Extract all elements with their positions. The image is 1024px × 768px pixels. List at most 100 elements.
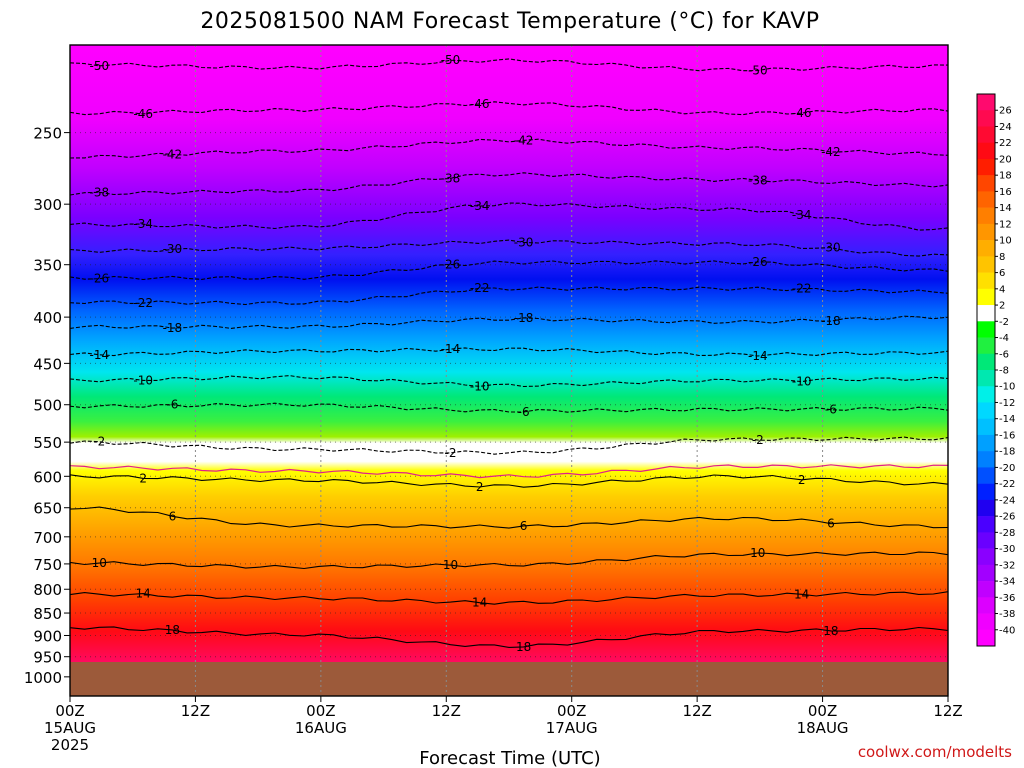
isotherm-label: -14	[89, 348, 109, 362]
isotherm-label: 14	[794, 587, 809, 601]
isotherm-label: -6	[518, 405, 530, 419]
colorbar-swatch	[977, 191, 995, 208]
colorbar-label: 20	[999, 154, 1012, 165]
isotherm-label: 10	[443, 558, 458, 572]
x-tick-label: 00Z	[808, 702, 837, 720]
isotherm-line	[69, 101, 949, 116]
colorbar-label: -38	[999, 609, 1015, 620]
colorbar-swatch	[977, 272, 995, 290]
isotherm-label: -50	[748, 64, 768, 78]
colorbar-label: 8	[999, 252, 1005, 263]
colorbar-label: 26	[999, 106, 1012, 117]
plot-area: -50 -50-50-46-46-46-42-42-42-38-38 -38-34-…	[69, 44, 949, 697]
pressure-axis: 250 300 350 400 450 500 550 600 650 700 750 800 850 9…	[24, 125, 70, 687]
isotherms: -50 -50-50-46-46-46-42-42-42-38-38 -38-34-…	[69, 53, 949, 654]
colorbar-swatch	[977, 499, 995, 517]
isotherm-label: -2	[752, 433, 764, 447]
isotherm-label: -6	[825, 403, 837, 417]
x-tick-label: 00Z	[306, 702, 335, 720]
isotherm-label: -2	[93, 435, 105, 449]
x-tick-label: 18AUG	[797, 719, 849, 737]
isotherm-label: -14	[441, 342, 461, 356]
isotherm-label: 2	[139, 471, 147, 485]
colorbar-label: -24	[999, 495, 1015, 506]
isotherm-label: -2	[445, 446, 457, 460]
colorbar-swatch	[977, 597, 995, 614]
temperature-field	[70, 45, 948, 662]
colorbar-swatch	[977, 142, 995, 160]
colorbar-label: -18	[999, 447, 1015, 458]
colorbar-swatch	[977, 256, 995, 273]
isotherm-label: 2	[798, 473, 806, 487]
credit-text: coolwx.com/modelts	[858, 743, 1012, 761]
x-tick-label: 17AUG	[546, 719, 598, 737]
y-tick-label: 250	[33, 125, 62, 143]
colorbar-swatch	[977, 223, 995, 241]
isotherm-label: -50	[89, 59, 109, 73]
colorbar-label: -2	[999, 317, 1009, 328]
colorbar-label: 10	[999, 236, 1012, 247]
colorbar-label: -40	[999, 625, 1015, 636]
colorbar-swatch	[977, 516, 995, 533]
colorbar-swatch	[977, 126, 995, 144]
vertical-gridlines	[194, 45, 824, 696]
isotherm-label: -26	[748, 255, 768, 269]
y-tick-label: 350	[33, 257, 62, 275]
y-tick-label: 850	[33, 605, 62, 623]
colorbar-swatch	[977, 240, 995, 257]
isotherm-label: 6	[827, 517, 835, 531]
isotherm-label: -10	[470, 379, 490, 393]
isotherm-label: -18	[514, 311, 534, 325]
colorbar-label: -36	[999, 593, 1015, 604]
x-tick-label: 2025	[51, 736, 89, 754]
isotherm-label: 14	[472, 596, 487, 610]
colorbar-swatch	[977, 288, 995, 306]
y-tick-label: 900	[33, 627, 62, 645]
isotherm-line	[69, 402, 949, 413]
isotherm-line	[69, 138, 949, 159]
colorbar-label: -16	[999, 430, 1015, 441]
colorbar-swatch	[977, 110, 995, 127]
plot-frame	[69, 44, 949, 697]
colorbar-swatch	[977, 532, 995, 549]
x-tick-label: 12Z	[181, 702, 210, 720]
colorbar-label: 2	[999, 301, 1005, 312]
isotherm-line	[69, 315, 949, 329]
isotherm-label: 14	[136, 587, 151, 601]
isotherm-label: -34	[470, 199, 490, 213]
x-tick-label: 12Z	[682, 702, 711, 720]
colorbar-swatch	[977, 564, 995, 582]
colorbar-label: -34	[999, 577, 1015, 588]
isotherm-line	[69, 626, 949, 648]
isotherm-label: -30	[821, 241, 841, 255]
colorbar-swatch	[977, 370, 995, 387]
isotherm-label: -46	[133, 107, 153, 121]
isotherm-label: 18	[823, 624, 838, 638]
isotherm-label: 10	[92, 556, 107, 570]
colorbar-swatch	[977, 337, 995, 355]
colorbar-label: -26	[999, 512, 1015, 523]
isotherm-label: -46	[470, 97, 490, 111]
y-tick-label: 750	[33, 556, 62, 574]
isotherm-label: -14	[748, 349, 768, 363]
x-axis-label: Forecast Time (UTC)	[419, 748, 600, 768]
isotherm-label: 10	[750, 546, 765, 560]
isotherm-label: -50	[441, 53, 461, 67]
colorbar-label: 16	[999, 187, 1012, 198]
isotherm-line	[69, 474, 949, 488]
isotherm-label: -46	[792, 106, 812, 120]
isotherm-line	[69, 436, 949, 455]
isotherm-label: 6	[169, 509, 177, 523]
isotherm-label: -10	[133, 373, 153, 387]
colorbar-label: -12	[999, 398, 1015, 409]
colorbar-swatch	[977, 581, 995, 598]
freezing-level-line	[69, 464, 949, 479]
isotherm-label: -42	[514, 133, 534, 147]
colorbar-label: -8	[999, 366, 1009, 377]
isotherm-label: -6	[166, 398, 178, 412]
isotherm-line	[69, 506, 949, 529]
colorbar-label: 4	[999, 284, 1005, 295]
isotherm-label: -30	[514, 235, 534, 249]
x-tick-label: 16AUG	[295, 719, 347, 737]
colorbar-label: 24	[999, 122, 1012, 133]
